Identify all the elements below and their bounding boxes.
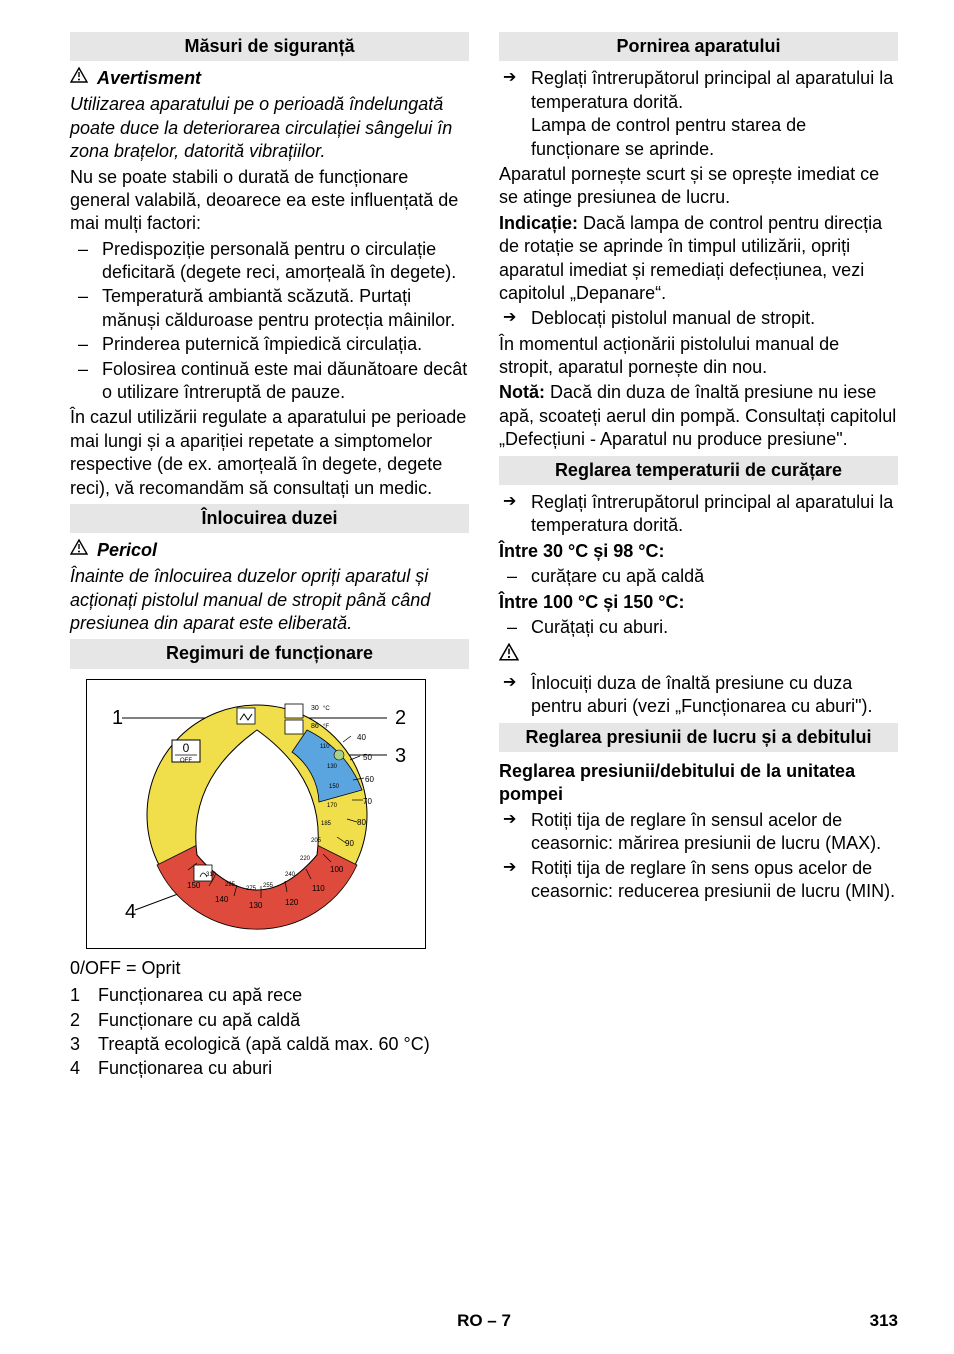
section-header-pressure: Reglarea presiunii de lucru și a debitul…	[499, 723, 898, 752]
right-column: Pornirea aparatului Reglați întrerupător…	[499, 28, 898, 1085]
svg-text:°C: °C	[323, 706, 330, 712]
note-body: Dacă din duza de înaltă presiune nu iese…	[499, 382, 896, 449]
note-text: Notă: Dacă din duza de înaltă presiune n…	[499, 381, 898, 451]
footer-page-number: 313	[870, 1310, 898, 1332]
list-item: Prinderea puternică împiedică circulația…	[70, 333, 469, 356]
warning-text-factors: Nu se poate stabili o durată de funcțion…	[70, 166, 469, 236]
svg-text:110: 110	[312, 884, 325, 893]
list-item: Predispoziție personală pentru o circula…	[70, 238, 469, 285]
step-item: Rotiți tija de reglare în sensul acelor …	[499, 809, 898, 856]
note-label: Notă:	[499, 382, 550, 402]
svg-text:140: 140	[215, 895, 229, 904]
warning-label: Avertisment	[97, 68, 201, 88]
list-item: curățare cu apă caldă	[499, 565, 898, 588]
warning-avertisment: Avertisment	[70, 67, 469, 91]
warning-icon	[499, 643, 519, 667]
section-header-temp: Reglarea temperaturii de curățare	[499, 456, 898, 485]
warning-text-italic: Utilizarea aparatului pe o perioadă înde…	[70, 93, 469, 163]
svg-text:255: 255	[263, 883, 274, 889]
page-footer: RO – 7 313	[0, 1310, 954, 1332]
legend-num: 4	[70, 1057, 98, 1080]
warning-icon	[70, 66, 88, 89]
svg-text:0: 0	[183, 741, 190, 755]
section-header-nozzle: Înlocuirea duzei	[70, 504, 469, 533]
svg-text:150: 150	[329, 784, 340, 790]
section-header-start: Pornirea aparatului	[499, 32, 898, 61]
off-legend: 0/OFF = Oprit	[70, 957, 469, 980]
list-item: Folosirea continuă este mai dăunătoare d…	[70, 358, 469, 405]
svg-text:60: 60	[365, 775, 374, 784]
svg-text:1: 1	[112, 707, 123, 729]
step-text: Reglați întrerupătorul principal al apar…	[531, 68, 893, 111]
svg-text:3: 3	[395, 745, 406, 767]
svg-text:185: 185	[321, 821, 332, 827]
svg-text:120: 120	[285, 898, 299, 907]
range-label: Între 30 °C și 98 °C:	[499, 540, 898, 563]
svg-text:30: 30	[311, 705, 319, 712]
svg-text:90: 90	[345, 839, 354, 848]
svg-text:2: 2	[395, 707, 406, 729]
legend-num: 1	[70, 984, 98, 1007]
svg-text:100: 100	[330, 865, 344, 874]
step-item: Reglați întrerupătorul principal al apar…	[499, 491, 898, 538]
svg-text:240: 240	[285, 872, 296, 878]
svg-text:OFF: OFF	[180, 758, 192, 764]
body-text: Aparatul pornește scurt și se oprește im…	[499, 163, 898, 210]
svg-text:170: 170	[327, 803, 338, 809]
danger-label: Pericol	[97, 540, 157, 560]
svg-text:220: 220	[300, 856, 311, 862]
list-item: Curățați cu aburi.	[499, 616, 898, 639]
legend-text: Treaptă ecologică (apă caldă max. 60 °C)	[98, 1033, 469, 1056]
svg-text:310: 310	[206, 872, 217, 878]
step-subtext: Lampa de control pentru starea de funcți…	[531, 115, 806, 158]
svg-text:110: 110	[320, 744, 330, 750]
footer-center: RO – 7	[70, 1310, 898, 1332]
svg-text:4: 4	[125, 901, 136, 923]
warning-inline	[499, 645, 898, 669]
svg-text:80: 80	[357, 818, 366, 827]
factors-list: Predispoziție personală pentru o circula…	[70, 238, 469, 405]
svg-text:150: 150	[187, 881, 201, 890]
indication-text: Indicație: Dacă lampa de control pentru …	[499, 212, 898, 306]
legend-text: Funcționarea cu aburi	[98, 1057, 469, 1080]
danger-pericol: Pericol	[70, 539, 469, 563]
legend-text: Funcționare cu apă caldă	[98, 1009, 469, 1032]
left-column: Măsuri de siguranță Avertisment Utilizar…	[70, 28, 469, 1085]
section-header-safety: Măsuri de siguranță	[70, 32, 469, 61]
body-text: În momentul acționării pistolului manual…	[499, 333, 898, 380]
step-item: Rotiți tija de reglare în sens opus acel…	[499, 857, 898, 904]
svg-text:275: 275	[246, 886, 257, 892]
legend-num: 3	[70, 1033, 98, 1056]
indication-label: Indicație:	[499, 213, 583, 233]
step-item: Deblocați pistolul manual de stropit.	[499, 307, 898, 330]
mode-legend: 1Funcționarea cu apă rece 2Funcționare c…	[70, 984, 469, 1081]
range-label: Între 100 °C și 150 °C:	[499, 591, 898, 614]
svg-text:°F: °F	[323, 724, 329, 730]
svg-text:205: 205	[311, 838, 322, 844]
svg-text:50: 50	[363, 753, 372, 762]
warning-recommend: În cazul utilizării regulate a aparatulu…	[70, 406, 469, 500]
step-item: Înlocuiți duza de înaltă presiune cu duz…	[499, 672, 898, 719]
section-header-modes: Regimuri de funcționare	[70, 639, 469, 668]
svg-text:70: 70	[363, 797, 372, 806]
svg-text:86: 86	[311, 723, 319, 730]
mode-dial-diagram: 0 OFF 30 °C 86 °F 40 50 60	[86, 679, 426, 949]
legend-num: 2	[70, 1009, 98, 1032]
danger-text: Înainte de înlocuirea duzelor opriți apa…	[70, 565, 469, 635]
list-item: Temperatură ambiantă scăzută. Purtați mă…	[70, 285, 469, 332]
svg-text:130: 130	[249, 901, 263, 910]
legend-text: Funcționarea cu apă rece	[98, 984, 469, 1007]
svg-text:130: 130	[327, 764, 338, 770]
svg-text:40: 40	[357, 733, 366, 742]
warning-icon	[70, 538, 88, 561]
step-item: Reglați întrerupătorul principal al apar…	[499, 67, 898, 161]
subsection-header: Reglarea presiunii/debitului de la unita…	[499, 760, 898, 807]
svg-text:295: 295	[225, 882, 236, 888]
